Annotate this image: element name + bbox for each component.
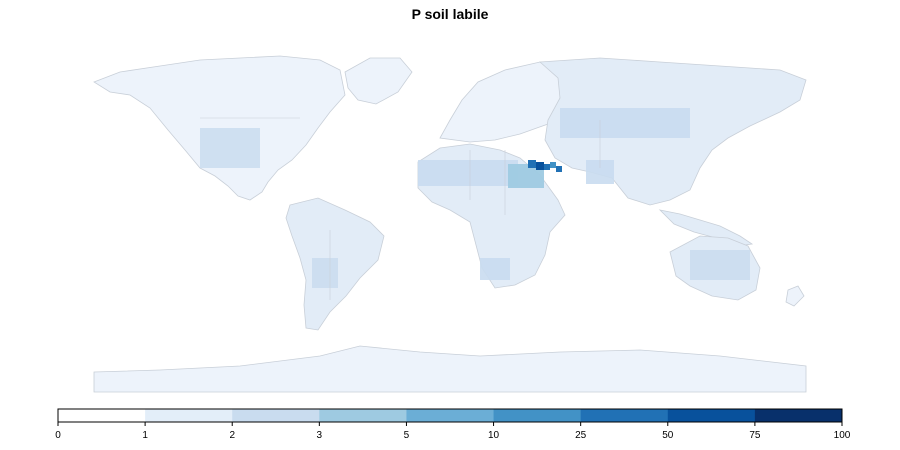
southeast-asia-islands: [658, 209, 754, 247]
patch-north-america-west: [200, 128, 260, 168]
patch-argentina: [312, 258, 338, 288]
hotspot-middle-east-1: [528, 160, 536, 168]
legend-tick-label: 50: [662, 430, 674, 441]
legend-swatch: [145, 409, 233, 422]
new-zealand: [785, 285, 805, 307]
map-title: P soil labile: [411, 6, 489, 22]
patch-central-asia: [560, 108, 690, 138]
patch-south-africa: [480, 258, 510, 280]
land-layer: [93, 55, 807, 393]
legend-swatch: [754, 409, 843, 422]
legend-tick-label: 2: [229, 430, 235, 441]
legend-tick-label: 75: [749, 430, 761, 441]
legend-swatch: [493, 409, 582, 422]
hotspot-middle-east-4: [550, 162, 556, 168]
antarctica: [93, 345, 807, 393]
value-patches: [200, 108, 750, 288]
legend-swatch: [580, 409, 669, 422]
legend-frame: [57, 408, 843, 423]
legend-tick-label: 100: [834, 430, 851, 441]
patch-australia: [690, 250, 750, 280]
legend-swatch: [319, 409, 407, 422]
hotspot-middle-east-2: [536, 162, 544, 170]
legend-tick-label: 5: [404, 430, 410, 441]
patch-sahara: [418, 160, 518, 186]
hotspot-middle-east-5: [556, 166, 562, 172]
legend-tick-label: 0: [55, 430, 61, 441]
legend-swatch: [232, 409, 320, 422]
border-lines: [200, 117, 601, 300]
legend-colorbar: 0 1 2 3 5 10 25 50 75 100: [55, 408, 851, 441]
hotspot-middle-east-3: [544, 164, 550, 170]
legend-swatch: [667, 409, 756, 422]
legend-tick-label: 3: [317, 430, 323, 441]
legend-tick-label: 10: [488, 430, 500, 441]
europe: [439, 61, 561, 143]
legend-swatch: [58, 409, 146, 422]
legend-tick-label: 1: [142, 430, 148, 441]
legend-tick-label: 25: [575, 430, 587, 441]
legend-swatch: [406, 409, 495, 422]
greenland: [344, 57, 413, 105]
